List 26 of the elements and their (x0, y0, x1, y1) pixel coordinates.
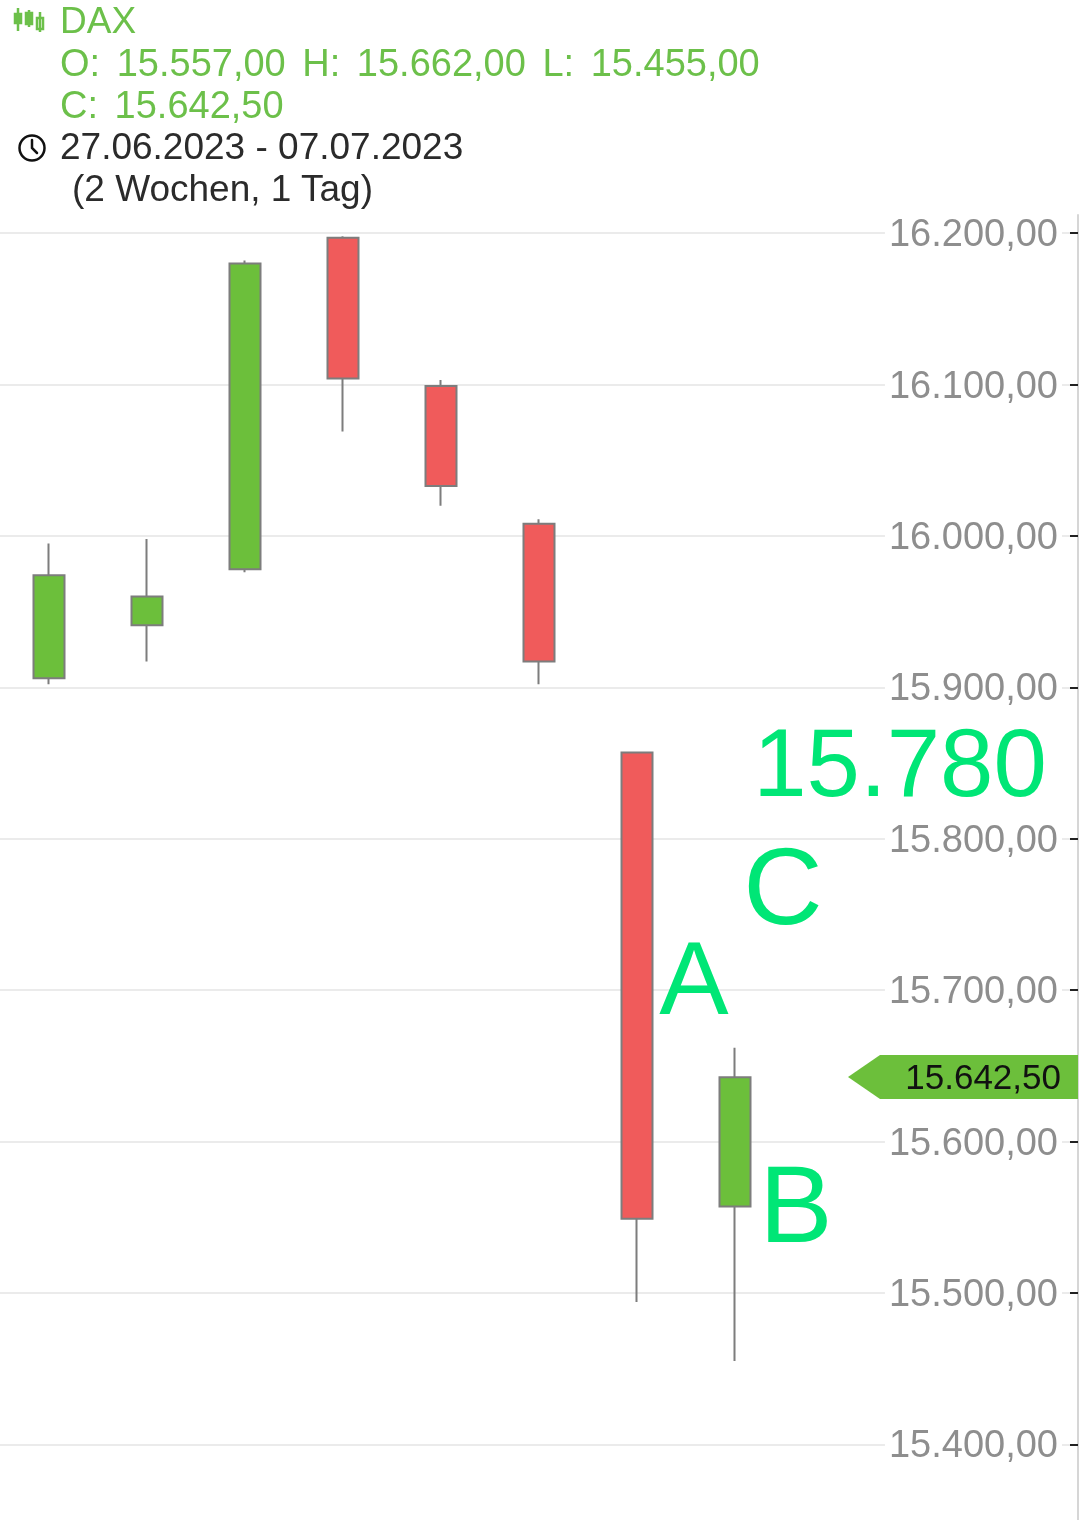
annotation: B (759, 1142, 833, 1266)
text: 27.06.2023 - 07.07.2023 (60, 126, 464, 168)
y-tick-label: 16.200,00 (888, 212, 1058, 255)
annotation: C (743, 823, 823, 947)
annotation: 15.780 (753, 709, 1047, 817)
candlestick (32, 542, 66, 686)
candlestick (424, 379, 458, 507)
candlestick (718, 1046, 752, 1363)
chart-title: DAX (60, 0, 137, 42)
y-tick-label: 16.100,00 (888, 363, 1058, 406)
candlestick (326, 235, 360, 433)
chart-subtitle: O: 15.557,00 H: 15.662,00 L: 15.455,00 C: 15.642,50 (60, 42, 761, 126)
y-tick-label: 15.800,00 (888, 817, 1058, 860)
text: (2 Wochen, 1 Tag) (72, 168, 373, 210)
annotation: 15.642,50 (905, 1056, 1061, 1096)
y-tick-label: 15.500,00 (888, 1271, 1058, 1314)
candlestick (522, 518, 556, 686)
candlestick (228, 259, 262, 574)
y-tick-label: 16.000,00 (888, 514, 1058, 557)
annotation: A (659, 920, 729, 1037)
candlestick (130, 537, 164, 663)
candlestick (620, 751, 654, 1303)
y-tick-label: 15.600,00 (888, 1120, 1058, 1163)
y-tick-label: 15.400,00 (888, 1423, 1058, 1466)
y-tick-label: 15.900,00 (888, 666, 1058, 709)
y-tick-label: 15.700,00 (888, 969, 1058, 1012)
